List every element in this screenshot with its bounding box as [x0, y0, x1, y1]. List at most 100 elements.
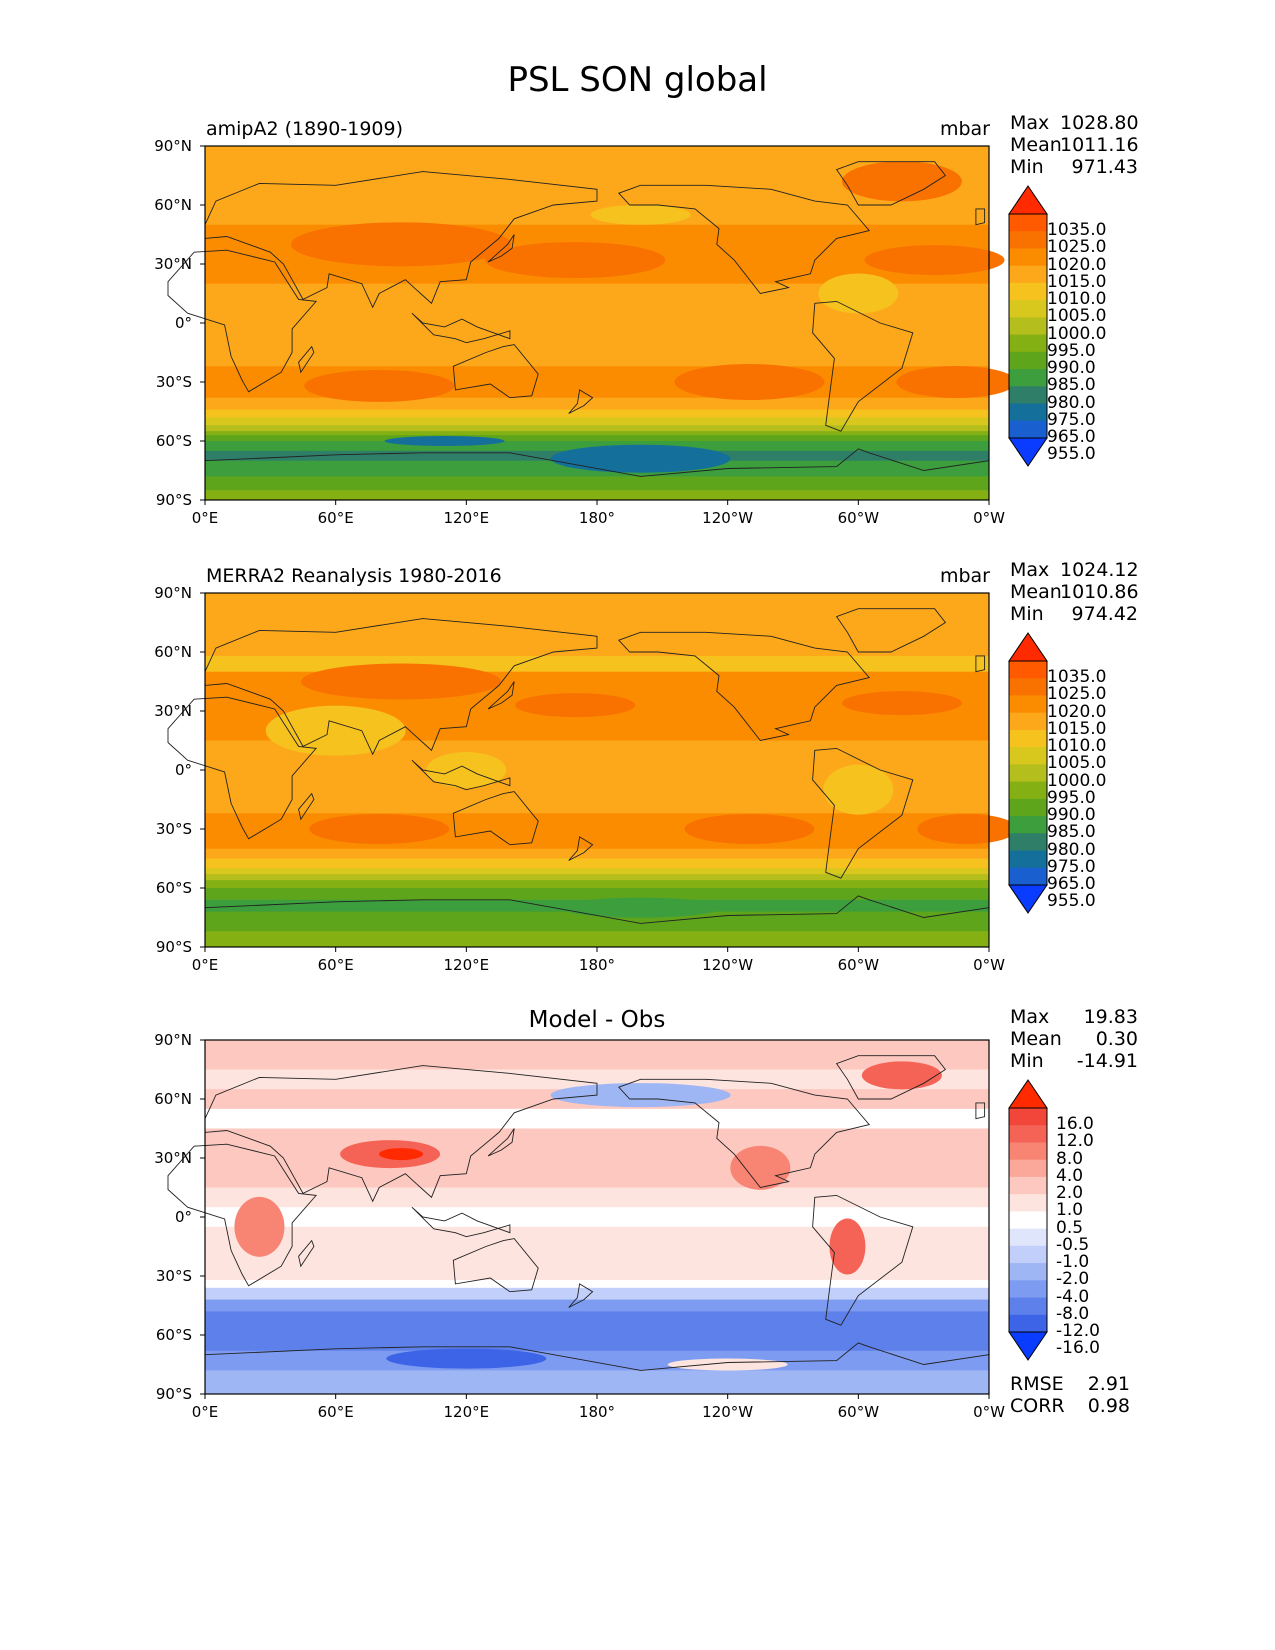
colorbar-swatch [1009, 1280, 1047, 1298]
coastline-nz [568, 1283, 594, 1308]
coastline-nz [568, 836, 594, 861]
lon-tick-label: 180° [578, 1403, 616, 1421]
high-greenland [841, 161, 962, 202]
colorbar-label: 1025.0 [1047, 237, 1107, 258]
corr-value: 0.98 [1087, 1395, 1130, 1417]
colorbar-label: -2.0 [1056, 1269, 1090, 1290]
colorbar-label: 1035.0 [1047, 667, 1107, 688]
colorbar-swatch [1009, 282, 1047, 301]
pos-andes [829, 1218, 866, 1275]
colorbar-swatch [1009, 867, 1047, 886]
colorbar-label: -1.0 [1056, 1252, 1090, 1273]
high-north-pacific [515, 693, 636, 718]
coastline-n-america [618, 184, 871, 294]
low-southern-ocean [384, 436, 505, 446]
colorbar-1 [1008, 185, 1048, 467]
colorbar-label: 1005.0 [1047, 753, 1107, 774]
colorbar-swatch [1009, 678, 1047, 696]
colorbar-extend-max [1008, 185, 1048, 215]
colorbar-2 [1008, 632, 1048, 914]
colorbar-swatch [1009, 300, 1047, 318]
colorbar-swatch [1009, 265, 1047, 284]
high-south-pacific [684, 814, 815, 844]
lon-tick-label: 180° [578, 509, 616, 527]
colorbar-label: 995.0 [1047, 340, 1096, 361]
colorbar-swatch [1009, 1211, 1047, 1230]
colorbar-label: 0.5 [1056, 1217, 1084, 1238]
colorbar-label: 1010.0 [1047, 289, 1107, 310]
lat-tick-label: 30°N [154, 255, 192, 273]
panel-1-stats: Max 1028.80 Mean1011.16 Min 971.43 [1010, 112, 1139, 178]
colorbar-label: 990.0 [1047, 805, 1096, 826]
lon-tick-label: 120°E [443, 956, 490, 974]
lat-tick-label: 0° [174, 761, 192, 779]
lon-tick-label: 60°W [837, 509, 880, 527]
colorbar-swatch [1009, 712, 1047, 731]
colorbar-swatch [1009, 798, 1047, 817]
lon-tick-label: 0°W [973, 956, 1005, 974]
high-asia [291, 222, 511, 267]
colorbar-label: -0.5 [1056, 1234, 1090, 1255]
colorbar-swatch [1009, 1176, 1047, 1195]
colorbar-label: 1035.0 [1047, 220, 1107, 241]
stat-min-label: Min [1010, 603, 1044, 625]
colorbar-swatch [1009, 816, 1047, 834]
colorbar-swatch [1009, 1108, 1047, 1126]
high-asia [301, 663, 501, 700]
corr-label: CORR [1010, 1395, 1065, 1417]
colorbar-swatch [1009, 1125, 1047, 1143]
coastline-madagascar [298, 1239, 315, 1268]
lon-tick-label: 0°W [973, 509, 1005, 527]
colorbar-label: 1025.0 [1047, 684, 1107, 705]
colorbar-label: -8.0 [1056, 1303, 1090, 1324]
coastline-africa [167, 1143, 318, 1287]
low-amazon [818, 273, 899, 314]
colorbar-label: -4.0 [1056, 1286, 1090, 1307]
lat-tick-label: 60°N [154, 643, 192, 661]
colorbar-label: 975.0 [1047, 409, 1096, 430]
lon-tick-label: 60°W [837, 956, 880, 974]
colorbar-swatch [1009, 334, 1047, 353]
coastline-madagascar [298, 345, 315, 374]
lat-tick-label: 60°N [154, 1090, 192, 1108]
colorbar-swatch [1009, 695, 1047, 714]
coastline-africa [167, 696, 318, 840]
lat-tick-label: 60°N [154, 196, 192, 214]
colorbar-extend-max [1008, 1079, 1048, 1109]
stat-max-label: Max [1010, 112, 1050, 134]
coastline-nz [568, 389, 594, 414]
colorbar-label: 4.0 [1056, 1165, 1084, 1186]
coastline-japan [487, 234, 515, 263]
rmse-label: RMSE [1010, 1373, 1064, 1395]
lon-tick-label: 0°E [191, 1403, 219, 1421]
colorbar-swatch [1009, 833, 1047, 851]
stat-mean-label: Mean [1010, 134, 1062, 156]
colorbar-swatch [1009, 1297, 1047, 1316]
coastline-indonesia [411, 1206, 511, 1238]
coastline-greenland [835, 1055, 947, 1100]
colorbar-swatch [1009, 1314, 1047, 1333]
pos-ross-shelf [667, 1358, 788, 1371]
lon-tick-label: 0°W [973, 1403, 1005, 1421]
lat-tick-label: 60°S [155, 432, 192, 450]
map-panel-1 [167, 145, 1017, 505]
lon-tick-label: 60°E [317, 1403, 354, 1421]
stat-max-value: 1028.80 [1060, 112, 1139, 134]
stat-min-label: Min [1010, 1050, 1044, 1072]
lon-tick-label: 60°E [317, 509, 354, 527]
colorbar-label: 985.0 [1047, 375, 1096, 396]
map-panel-2 [167, 592, 1018, 952]
lat-tick-label: 30°S [155, 820, 192, 838]
low-monsoon [265, 705, 406, 756]
colorbar-swatch [1009, 764, 1047, 783]
colorbar-label: 1015.0 [1047, 718, 1107, 739]
coastline-s-america [812, 747, 914, 879]
lat-tick-label: 90°S [155, 1385, 192, 1403]
colorbar-label: 1000.0 [1047, 323, 1107, 344]
colorbar-extend-min [1008, 1331, 1048, 1361]
colorbar-label: 12.0 [1056, 1131, 1094, 1152]
lat-tick-label: 30°S [155, 1267, 192, 1285]
colorbar-swatch [1009, 1245, 1047, 1264]
colorbar-swatch [1009, 403, 1047, 422]
figure-title: PSL SON global [507, 60, 768, 100]
